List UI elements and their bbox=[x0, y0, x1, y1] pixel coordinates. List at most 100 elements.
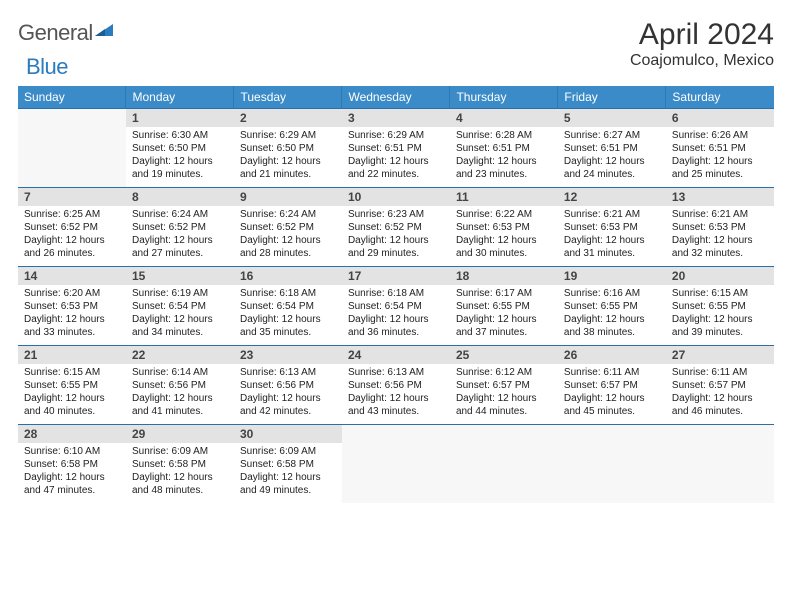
day-number: 20 bbox=[666, 267, 774, 286]
cell-row: Sunrise: 6:10 AMSunset: 6:58 PMDaylight:… bbox=[18, 443, 774, 503]
day-cell: Sunrise: 6:24 AMSunset: 6:52 PMDaylight:… bbox=[126, 206, 234, 267]
calendar-head: Sunday Monday Tuesday Wednesday Thursday… bbox=[18, 86, 774, 109]
day-cell bbox=[558, 443, 666, 503]
sunrise-text: Sunrise: 6:13 AM bbox=[348, 366, 444, 379]
sunrise-text: Sunrise: 6:09 AM bbox=[132, 445, 228, 458]
sunrise-text: Sunrise: 6:27 AM bbox=[564, 129, 660, 142]
day-cell: Sunrise: 6:21 AMSunset: 6:53 PMDaylight:… bbox=[558, 206, 666, 267]
sunset-text: Sunset: 6:53 PM bbox=[672, 221, 768, 234]
daylight-text-2: and 49 minutes. bbox=[240, 484, 336, 497]
sunset-text: Sunset: 6:54 PM bbox=[132, 300, 228, 313]
daynum-row: 14151617181920 bbox=[18, 267, 774, 286]
day-number: 5 bbox=[558, 109, 666, 128]
sunrise-text: Sunrise: 6:14 AM bbox=[132, 366, 228, 379]
day-cell: Sunrise: 6:29 AMSunset: 6:51 PMDaylight:… bbox=[342, 127, 450, 188]
day-cell: Sunrise: 6:18 AMSunset: 6:54 PMDaylight:… bbox=[234, 285, 342, 346]
daylight-text-1: Daylight: 12 hours bbox=[456, 392, 552, 405]
day-cell bbox=[666, 443, 774, 503]
sunset-text: Sunset: 6:55 PM bbox=[456, 300, 552, 313]
title-block: April 2024 Coajomulco, Mexico bbox=[630, 18, 774, 70]
daylight-text-2: and 41 minutes. bbox=[132, 405, 228, 418]
daylight-text-1: Daylight: 12 hours bbox=[240, 234, 336, 247]
day-number: 21 bbox=[18, 346, 126, 365]
month-title: April 2024 bbox=[630, 18, 774, 52]
sunrise-text: Sunrise: 6:11 AM bbox=[564, 366, 660, 379]
sunrise-text: Sunrise: 6:10 AM bbox=[24, 445, 120, 458]
calendar-table: Sunday Monday Tuesday Wednesday Thursday… bbox=[18, 86, 774, 503]
sunrise-text: Sunrise: 6:26 AM bbox=[672, 129, 768, 142]
daylight-text-2: and 29 minutes. bbox=[348, 247, 444, 260]
dayheader-thu: Thursday bbox=[450, 86, 558, 109]
day-number: 26 bbox=[558, 346, 666, 365]
day-cell: Sunrise: 6:27 AMSunset: 6:51 PMDaylight:… bbox=[558, 127, 666, 188]
daylight-text-1: Daylight: 12 hours bbox=[240, 392, 336, 405]
sunrise-text: Sunrise: 6:21 AM bbox=[672, 208, 768, 221]
dayheader-wed: Wednesday bbox=[342, 86, 450, 109]
sunset-text: Sunset: 6:54 PM bbox=[348, 300, 444, 313]
daylight-text-2: and 26 minutes. bbox=[24, 247, 120, 260]
day-number: 7 bbox=[18, 188, 126, 207]
sunrise-text: Sunrise: 6:30 AM bbox=[132, 129, 228, 142]
sunrise-text: Sunrise: 6:20 AM bbox=[24, 287, 120, 300]
day-number: 9 bbox=[234, 188, 342, 207]
daylight-text-1: Daylight: 12 hours bbox=[672, 234, 768, 247]
day-cell: Sunrise: 6:13 AMSunset: 6:56 PMDaylight:… bbox=[234, 364, 342, 425]
sunset-text: Sunset: 6:56 PM bbox=[240, 379, 336, 392]
daylight-text-1: Daylight: 12 hours bbox=[240, 313, 336, 326]
sunrise-text: Sunrise: 6:23 AM bbox=[348, 208, 444, 221]
daylight-text-2: and 22 minutes. bbox=[348, 168, 444, 181]
sunrise-text: Sunrise: 6:19 AM bbox=[132, 287, 228, 300]
daylight-text-1: Daylight: 12 hours bbox=[564, 234, 660, 247]
day-number: 3 bbox=[342, 109, 450, 128]
sunset-text: Sunset: 6:55 PM bbox=[24, 379, 120, 392]
sunset-text: Sunset: 6:52 PM bbox=[24, 221, 120, 234]
day-cell: Sunrise: 6:14 AMSunset: 6:56 PMDaylight:… bbox=[126, 364, 234, 425]
logo: General bbox=[18, 20, 113, 46]
sunrise-text: Sunrise: 6:15 AM bbox=[24, 366, 120, 379]
day-cell bbox=[342, 443, 450, 503]
day-number: 14 bbox=[18, 267, 126, 286]
daylight-text-2: and 46 minutes. bbox=[672, 405, 768, 418]
daylight-text-1: Daylight: 12 hours bbox=[456, 155, 552, 168]
day-number: 25 bbox=[450, 346, 558, 365]
daylight-text-2: and 27 minutes. bbox=[132, 247, 228, 260]
daylight-text-2: and 32 minutes. bbox=[672, 247, 768, 260]
daynum-row: 282930 bbox=[18, 425, 774, 444]
sunrise-text: Sunrise: 6:16 AM bbox=[564, 287, 660, 300]
logo-text-general: General bbox=[18, 20, 93, 46]
sunset-text: Sunset: 6:55 PM bbox=[672, 300, 768, 313]
daylight-text-2: and 31 minutes. bbox=[564, 247, 660, 260]
day-cell: Sunrise: 6:11 AMSunset: 6:57 PMDaylight:… bbox=[666, 364, 774, 425]
location: Coajomulco, Mexico bbox=[630, 52, 774, 70]
sunset-text: Sunset: 6:58 PM bbox=[24, 458, 120, 471]
daylight-text-1: Daylight: 12 hours bbox=[564, 155, 660, 168]
day-cell: Sunrise: 6:30 AMSunset: 6:50 PMDaylight:… bbox=[126, 127, 234, 188]
day-cell: Sunrise: 6:13 AMSunset: 6:56 PMDaylight:… bbox=[342, 364, 450, 425]
daylight-text-1: Daylight: 12 hours bbox=[24, 471, 120, 484]
daylight-text-1: Daylight: 12 hours bbox=[348, 234, 444, 247]
day-number: 2 bbox=[234, 109, 342, 128]
daylight-text-2: and 19 minutes. bbox=[132, 168, 228, 181]
day-number: 12 bbox=[558, 188, 666, 207]
daylight-text-1: Daylight: 12 hours bbox=[24, 313, 120, 326]
sunset-text: Sunset: 6:51 PM bbox=[456, 142, 552, 155]
sunrise-text: Sunrise: 6:21 AM bbox=[564, 208, 660, 221]
day-cell: Sunrise: 6:21 AMSunset: 6:53 PMDaylight:… bbox=[666, 206, 774, 267]
sunrise-text: Sunrise: 6:13 AM bbox=[240, 366, 336, 379]
sunset-text: Sunset: 6:54 PM bbox=[240, 300, 336, 313]
daylight-text-2: and 48 minutes. bbox=[132, 484, 228, 497]
daylight-text-1: Daylight: 12 hours bbox=[564, 313, 660, 326]
daynum-row: 78910111213 bbox=[18, 188, 774, 207]
day-cell: Sunrise: 6:28 AMSunset: 6:51 PMDaylight:… bbox=[450, 127, 558, 188]
sunset-text: Sunset: 6:51 PM bbox=[672, 142, 768, 155]
daylight-text-1: Daylight: 12 hours bbox=[240, 155, 336, 168]
sunset-text: Sunset: 6:53 PM bbox=[564, 221, 660, 234]
dayheader-sat: Saturday bbox=[666, 86, 774, 109]
sunset-text: Sunset: 6:50 PM bbox=[132, 142, 228, 155]
day-number: 10 bbox=[342, 188, 450, 207]
sunset-text: Sunset: 6:56 PM bbox=[348, 379, 444, 392]
sunset-text: Sunset: 6:50 PM bbox=[240, 142, 336, 155]
day-number: 15 bbox=[126, 267, 234, 286]
daylight-text-2: and 44 minutes. bbox=[456, 405, 552, 418]
day-number: 17 bbox=[342, 267, 450, 286]
